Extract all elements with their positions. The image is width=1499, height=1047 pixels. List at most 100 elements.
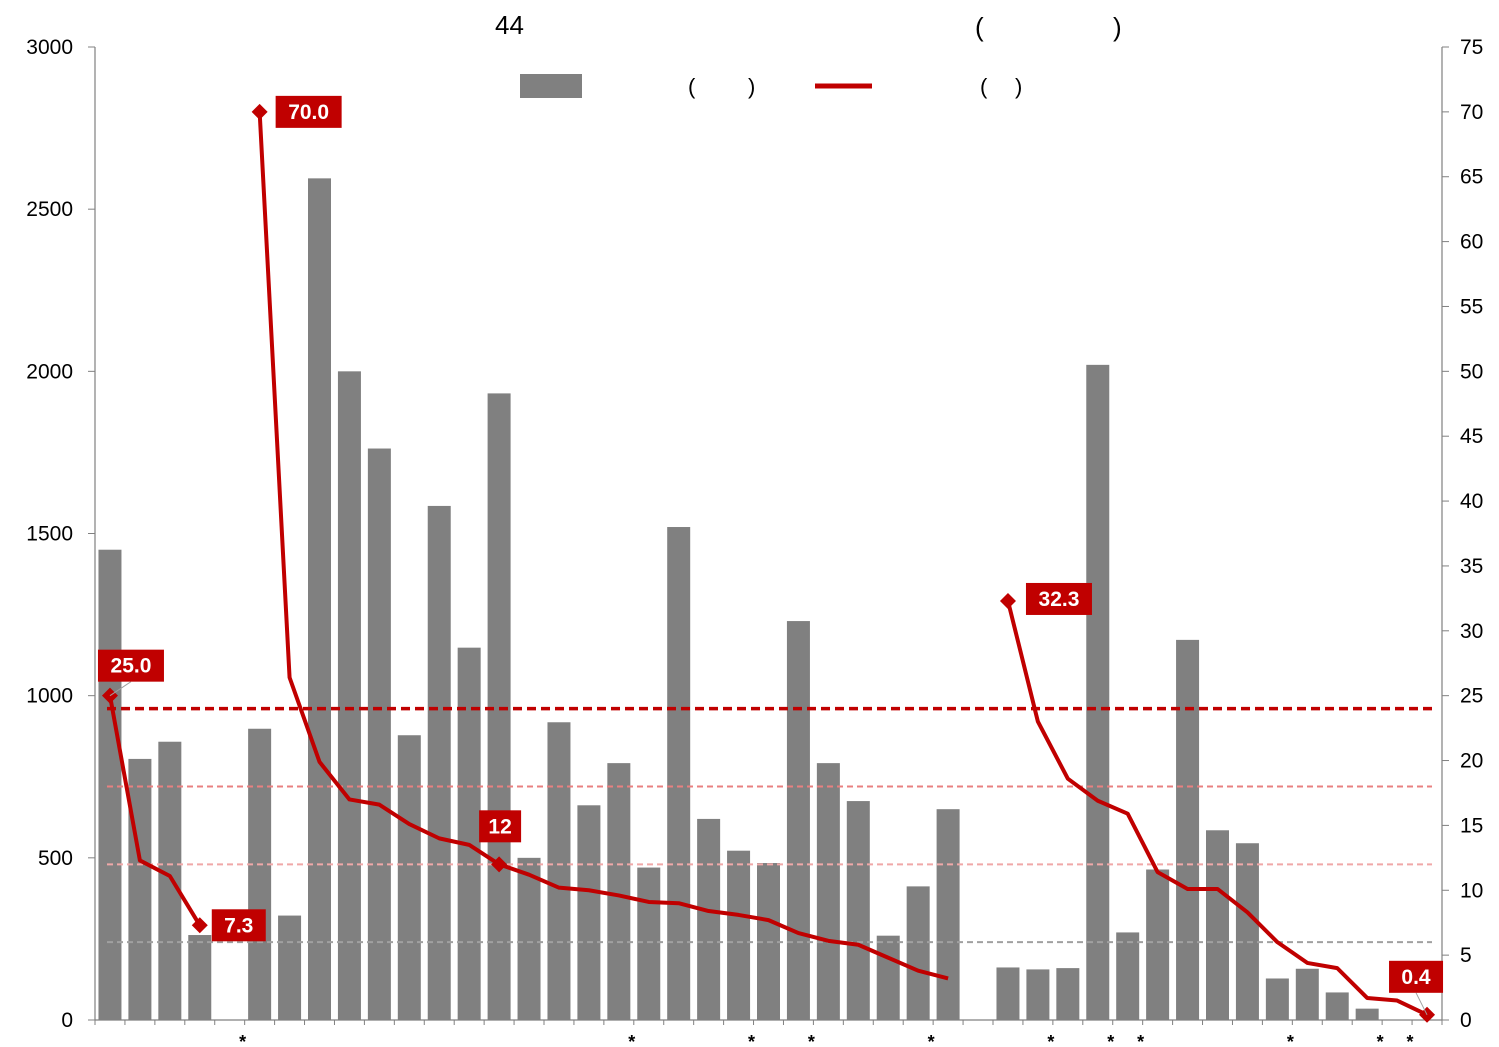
bar — [1086, 364, 1110, 1020]
legend-bar-paren-open: ( — [688, 74, 696, 99]
bar — [697, 818, 721, 1020]
category-star: * — [1107, 1032, 1114, 1047]
category-star: * — [1137, 1032, 1144, 1047]
data-point-marker — [251, 103, 268, 120]
right-tick-label: 65 — [1460, 166, 1483, 189]
bar — [876, 935, 900, 1020]
legend-line-paren-open: ( — [980, 74, 988, 99]
right-tick-label: 15 — [1460, 814, 1483, 837]
right-tick-label: 30 — [1460, 620, 1483, 643]
bar — [1056, 968, 1080, 1020]
data-label: 25.0 — [111, 655, 152, 678]
right-tick-label: 55 — [1460, 295, 1483, 318]
plot-area: 0 500 1000 1500 2000 2500 3000 0 5 10 15 20 25 30 35 40… — [26, 36, 1483, 1047]
category-star: * — [1377, 1032, 1384, 1047]
bar — [1295, 968, 1319, 1020]
bar — [1116, 932, 1140, 1020]
bar — [1176, 639, 1200, 1020]
bar — [487, 393, 511, 1020]
left-tick-label: 0 — [61, 1009, 73, 1032]
bar — [607, 763, 631, 1020]
left-tick-label: 500 — [38, 847, 73, 870]
data-label-box — [275, 95, 342, 128]
data-point-marker — [491, 856, 508, 873]
right-tick-label: 50 — [1460, 360, 1483, 383]
right-tick-label: 20 — [1460, 750, 1483, 773]
legend-line-paren-close: ) — [1015, 74, 1022, 99]
legend: ( ) ( ) — [520, 74, 1022, 99]
data-label-box — [1389, 960, 1444, 993]
bar — [637, 867, 661, 1020]
bar — [667, 527, 691, 1020]
bar — [367, 448, 391, 1020]
legend-bar-swatch — [520, 74, 582, 98]
right-tick-label: 45 — [1460, 425, 1483, 448]
data-label: 7.3 — [224, 914, 253, 937]
bar — [996, 967, 1020, 1020]
bar — [1355, 1008, 1379, 1020]
title-count: 44 — [495, 10, 524, 40]
category-star: * — [1047, 1032, 1054, 1047]
bar — [278, 915, 302, 1020]
bar — [1235, 843, 1259, 1020]
bar — [1265, 978, 1289, 1020]
bar — [1146, 869, 1170, 1020]
data-label: 12 — [488, 815, 511, 838]
bar — [786, 621, 810, 1020]
bar — [457, 647, 481, 1020]
bar — [188, 935, 212, 1020]
data-point-marker — [999, 592, 1016, 609]
category-star: * — [928, 1032, 935, 1047]
category-star: * — [628, 1032, 635, 1047]
series-line — [257, 111, 949, 981]
bar — [547, 722, 571, 1020]
bar — [1325, 992, 1349, 1020]
title-paren-open: ( — [975, 12, 984, 42]
series-line — [107, 695, 202, 927]
bar — [427, 505, 451, 1021]
data-label-box — [211, 909, 266, 942]
bar — [248, 728, 272, 1020]
data-label-leader — [109, 681, 132, 697]
category-star: * — [748, 1032, 755, 1047]
bar — [98, 549, 122, 1020]
bar — [577, 805, 601, 1020]
category-star: * — [1407, 1032, 1414, 1047]
bar — [397, 735, 421, 1020]
right-tick-label: 60 — [1460, 231, 1483, 254]
bar — [308, 178, 331, 1021]
legend-bar-paren-close: ) — [748, 74, 755, 99]
data-label: 32.3 — [1039, 588, 1080, 611]
bar — [906, 886, 930, 1020]
right-tick-label: 70 — [1460, 101, 1483, 124]
bar — [1026, 969, 1050, 1020]
data-label: 0.4 — [1401, 966, 1431, 989]
bar — [727, 850, 751, 1020]
category-star: * — [1287, 1032, 1294, 1047]
title-paren-close: ) — [1113, 12, 1122, 42]
right-tick-label: 10 — [1460, 879, 1483, 902]
data-label: 70.0 — [288, 101, 329, 124]
bar — [517, 857, 541, 1020]
category-star: * — [808, 1032, 815, 1047]
bar — [1206, 830, 1229, 1020]
data-point-marker — [191, 917, 208, 934]
data-label-box — [97, 649, 164, 682]
left-tick-label: 1000 — [26, 685, 73, 708]
series-line — [1006, 600, 1428, 1017]
chart-title: 44 ( ) — [495, 10, 1122, 42]
bar — [936, 809, 960, 1020]
right-tick-label: 75 — [1460, 36, 1483, 59]
right-tick-label: 35 — [1460, 555, 1483, 578]
bar — [846, 801, 870, 1020]
category-star: * — [239, 1032, 246, 1047]
left-tick-label: 3000 — [26, 36, 73, 59]
right-tick-label: 5 — [1460, 944, 1472, 967]
bar — [158, 741, 182, 1020]
right-tick-label: 25 — [1460, 685, 1483, 708]
bar — [128, 758, 152, 1020]
bar — [816, 763, 840, 1020]
data-label-box — [1025, 582, 1092, 615]
right-tick-label: 40 — [1460, 490, 1483, 513]
